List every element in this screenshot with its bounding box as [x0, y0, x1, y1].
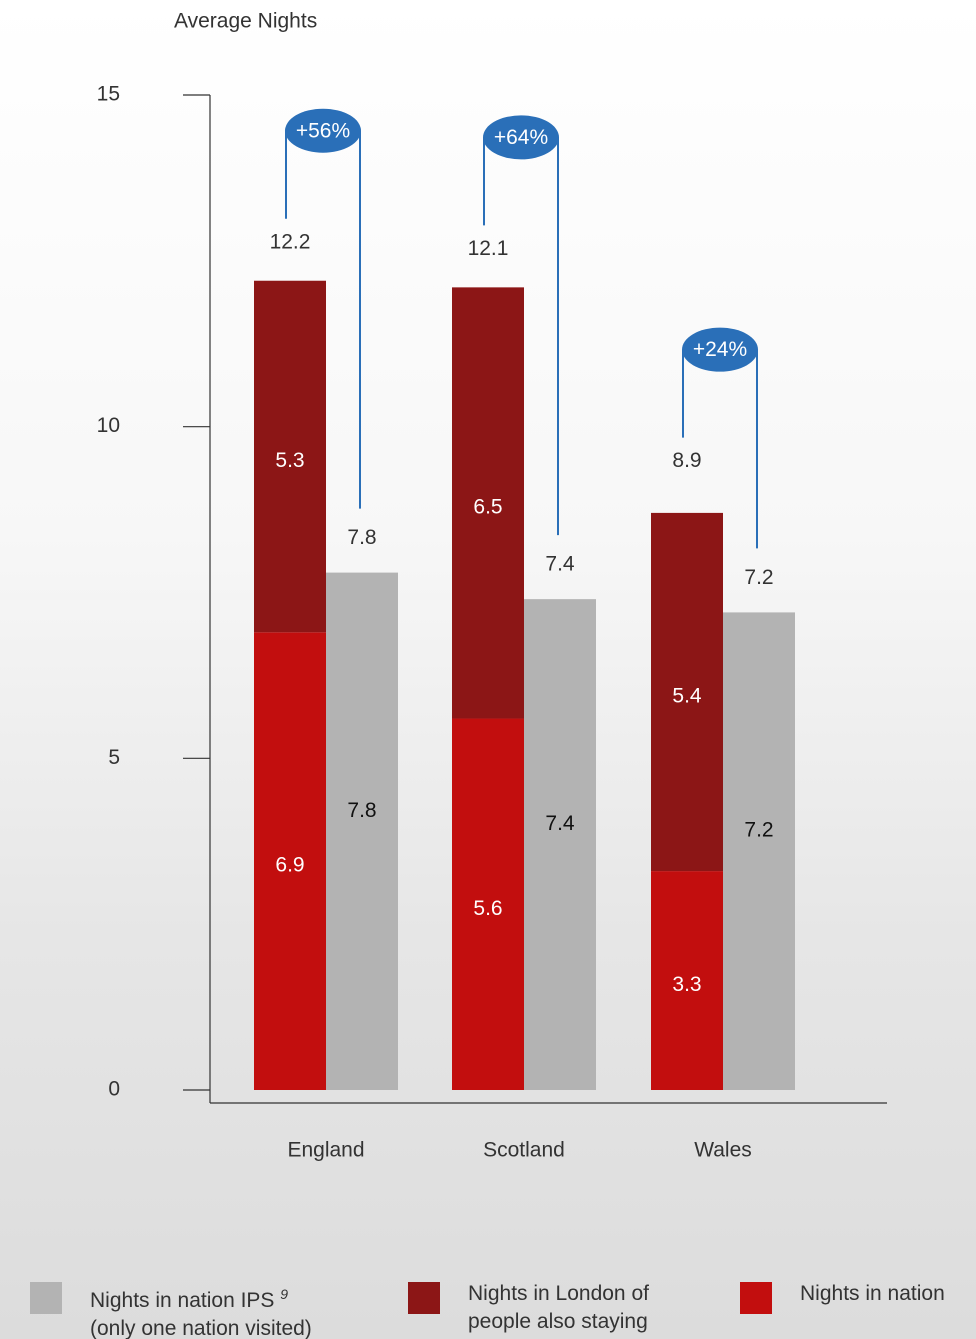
- y-tick-label: 5: [108, 746, 120, 769]
- bar-segment: [651, 871, 723, 1090]
- bar-segment: [651, 512, 723, 872]
- y-axis-label: Average Nights: [174, 10, 317, 33]
- bar-segment: [254, 280, 326, 633]
- annotation: +24%: [693, 338, 747, 361]
- value-label: 6.9: [275, 854, 304, 877]
- y-tick-label: 10: [97, 414, 120, 437]
- value-label: 3.3: [672, 973, 701, 996]
- legend-text: Nights in nation: [800, 1280, 970, 1308]
- legend-text: Nights in nation IPS 9 (only one nation v…: [90, 1280, 330, 1339]
- y-tick-label: 0: [108, 1078, 120, 1101]
- bar-segment: [452, 287, 524, 719]
- legend-swatch: [30, 1282, 62, 1314]
- bar-segment: [723, 612, 795, 1090]
- total-label: 12.2: [270, 230, 311, 253]
- annotation: +64%: [494, 126, 548, 149]
- top-label: 7.2: [744, 566, 773, 589]
- footnote-mark: 9: [280, 1286, 289, 1302]
- legend-label: Nights in nation: [800, 1282, 945, 1305]
- annotation-bracket: [285, 130, 361, 509]
- top-label: 7.8: [347, 526, 376, 549]
- value-label: 5.3: [275, 449, 304, 472]
- value-label: 6.5: [473, 495, 502, 518]
- legend-label: Nights in London of people also staying …: [468, 1282, 649, 1339]
- value-label: 7.2: [744, 819, 773, 842]
- legend-sublabel: (only one nation visited): [90, 1317, 312, 1339]
- annotation-bracket: [682, 349, 758, 549]
- legend-swatch: [740, 1282, 772, 1314]
- value-label: 7.8: [347, 799, 376, 822]
- value-label: 5.6: [473, 897, 502, 920]
- x-tick-label: Scotland: [483, 1139, 565, 1162]
- legend-text: Nights in London of people also staying …: [468, 1280, 668, 1339]
- legend-label: Nights in nation IPS: [90, 1289, 275, 1312]
- total-label: 8.9: [672, 449, 701, 472]
- top-label: 7.4: [545, 553, 575, 576]
- annotation-bracket: [483, 137, 559, 536]
- value-label: 7.4: [545, 812, 575, 835]
- annotation-pill: [483, 115, 559, 160]
- value-label: 5.4: [672, 685, 702, 708]
- annotation: +56%: [296, 119, 350, 142]
- annotation-pill: [682, 327, 758, 372]
- bar-segment: [326, 572, 398, 1090]
- total-label: 12.1: [468, 237, 509, 260]
- bar-segment: [452, 718, 524, 1090]
- x-tick-label: England: [287, 1139, 364, 1162]
- bar-segment: [254, 632, 326, 1090]
- x-tick-label: Wales: [694, 1139, 752, 1162]
- y-tick-label: 15: [97, 83, 120, 106]
- bar-segment: [524, 599, 596, 1090]
- legend-swatch: [408, 1282, 440, 1314]
- annotation-pill: [285, 108, 361, 153]
